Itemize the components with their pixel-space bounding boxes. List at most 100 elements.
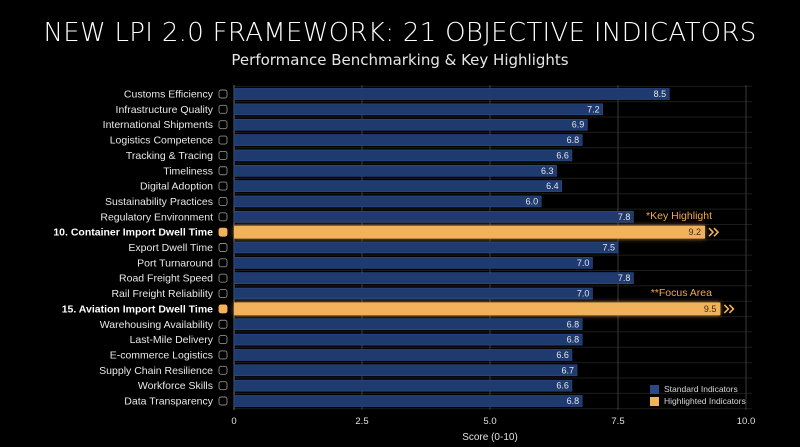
bar-value-label: 7.5 (602, 243, 615, 253)
train-icon (218, 289, 228, 298)
x-axis-title: Score (0-10) (462, 432, 518, 443)
port-icon (218, 258, 228, 268)
cart-icon (218, 350, 228, 360)
clipboard-icon (218, 396, 228, 406)
bar (233, 333, 583, 346)
category-label: Infrastructure Quality (116, 104, 214, 116)
x-tick-label: 10.0 (737, 416, 756, 427)
bar (233, 272, 634, 285)
category-label: Rail Freight Reliability (111, 288, 213, 300)
x-tick-label: 2.5 (355, 416, 368, 427)
legend-label-highlight: Highlighted Indicators (664, 396, 746, 406)
bar (233, 118, 588, 131)
magnifier-icon (218, 150, 228, 160)
chevron-icon (708, 227, 715, 237)
x-tick-label: 7.5 (611, 416, 624, 427)
bar (233, 287, 593, 300)
bar-value-label: 9.5 (704, 304, 717, 314)
x-tick-label: 5.0 (483, 416, 496, 427)
legend-swatch-highlight (650, 396, 659, 406)
category-label-highlight: 10. Container Import Dwell Time (53, 227, 213, 239)
bar-value-label: 7.8 (618, 273, 631, 283)
category-label: Regulatory Environment (100, 211, 213, 223)
bar-value-label: 6.4 (546, 181, 559, 191)
category-label: Timeliness (163, 165, 213, 177)
category-label: Sustainability Practices (105, 196, 213, 208)
legend-swatch-standard (650, 384, 659, 394)
category-label: E-commerce Logistics (110, 349, 213, 361)
bar (233, 395, 583, 407)
bar-value-label: 6.3 (541, 166, 554, 176)
bar (233, 149, 573, 162)
legend: Standard Indicators Highlighted Indicato… (650, 383, 746, 407)
category-label: International Shipments (103, 119, 213, 131)
van-icon (218, 335, 228, 345)
x-tick-label: 0 (231, 416, 236, 427)
category-label: Digital Adoption (140, 181, 213, 193)
bar-value-label: 6.8 (567, 335, 580, 345)
legend-item-highlight: Highlighted Indicators (650, 395, 746, 407)
bar-value-label: 9.2 (689, 227, 702, 237)
bar (233, 88, 670, 100)
chevron-icon (728, 304, 735, 314)
category-label: Warehousing Availability (100, 319, 214, 331)
bar-value-label: 6.7 (562, 365, 575, 375)
bar (233, 364, 578, 377)
bar (233, 379, 573, 392)
chevron-icon (713, 227, 720, 237)
bar-value-label: 6.8 (567, 319, 580, 329)
export-icon (218, 243, 228, 252)
bar-value-label: 6.9 (572, 120, 585, 130)
category-label: Port Turnaround (137, 257, 213, 269)
annotation-label: *Key Highlight (646, 210, 712, 222)
truck-icon (218, 273, 228, 283)
bar (233, 180, 562, 192)
category-label-highlight: 15. Aviation Import Dwell Time (62, 303, 213, 315)
bar-value-label: 7.0 (577, 289, 590, 299)
legend-label-standard: Standard Indicators (664, 384, 738, 394)
bar-value-label: 6.0 (526, 196, 539, 206)
brain-icon (218, 135, 228, 145)
category-label: Road Freight Speed (119, 273, 213, 285)
bar (233, 318, 583, 331)
bar (233, 134, 583, 146)
category-label: Data Transparency (124, 396, 213, 408)
category-label: Customs Efficiency (124, 89, 214, 101)
bar-value-label: 7.0 (577, 258, 590, 268)
bar-value-label: 6.6 (556, 350, 569, 360)
scales-icon (218, 212, 228, 222)
bar (233, 241, 619, 254)
bar (233, 349, 573, 361)
category-label: Workforce Skills (138, 380, 213, 392)
chevron-icon (723, 304, 730, 314)
bar (233, 103, 603, 116)
bar-value-label: 6.8 (567, 396, 580, 406)
ship-icon (218, 227, 228, 237)
bar-value-label: 6.8 (567, 135, 580, 145)
category-label: Logistics Competence (110, 135, 213, 147)
category-label: Supply Chain Resilience (99, 365, 213, 377)
bar-value-label: 6.6 (556, 150, 569, 160)
chart-subtitle: Performance Benchmarking & Key Highlight… (231, 51, 569, 69)
bar (233, 195, 542, 208)
category-label: Tracking & Tracing (126, 150, 213, 162)
bar (233, 257, 593, 269)
bar-value-label: 6.6 (556, 381, 569, 391)
customs-icon (218, 89, 228, 99)
warehouse-icon (218, 319, 228, 329)
clock-icon (218, 166, 228, 176)
bar-value-label: 7.2 (587, 104, 600, 114)
infrastructure-icon (218, 104, 228, 114)
bar-value-label: 8.5 (654, 89, 667, 99)
chart-title: NEW LPI 2.0 FRAMEWORK: 21 OBJECTIVE INDI… (43, 18, 757, 48)
shield-icon (218, 365, 228, 375)
people-icon (218, 381, 228, 391)
bar-highlight (234, 302, 721, 316)
plane-icon (218, 304, 228, 314)
bar-highlight (234, 225, 706, 239)
category-label: Last-Mile Delivery (130, 334, 214, 346)
annotation-label: **Focus Area (651, 287, 712, 299)
globe-icon (218, 120, 228, 130)
leaf-icon (218, 196, 228, 206)
